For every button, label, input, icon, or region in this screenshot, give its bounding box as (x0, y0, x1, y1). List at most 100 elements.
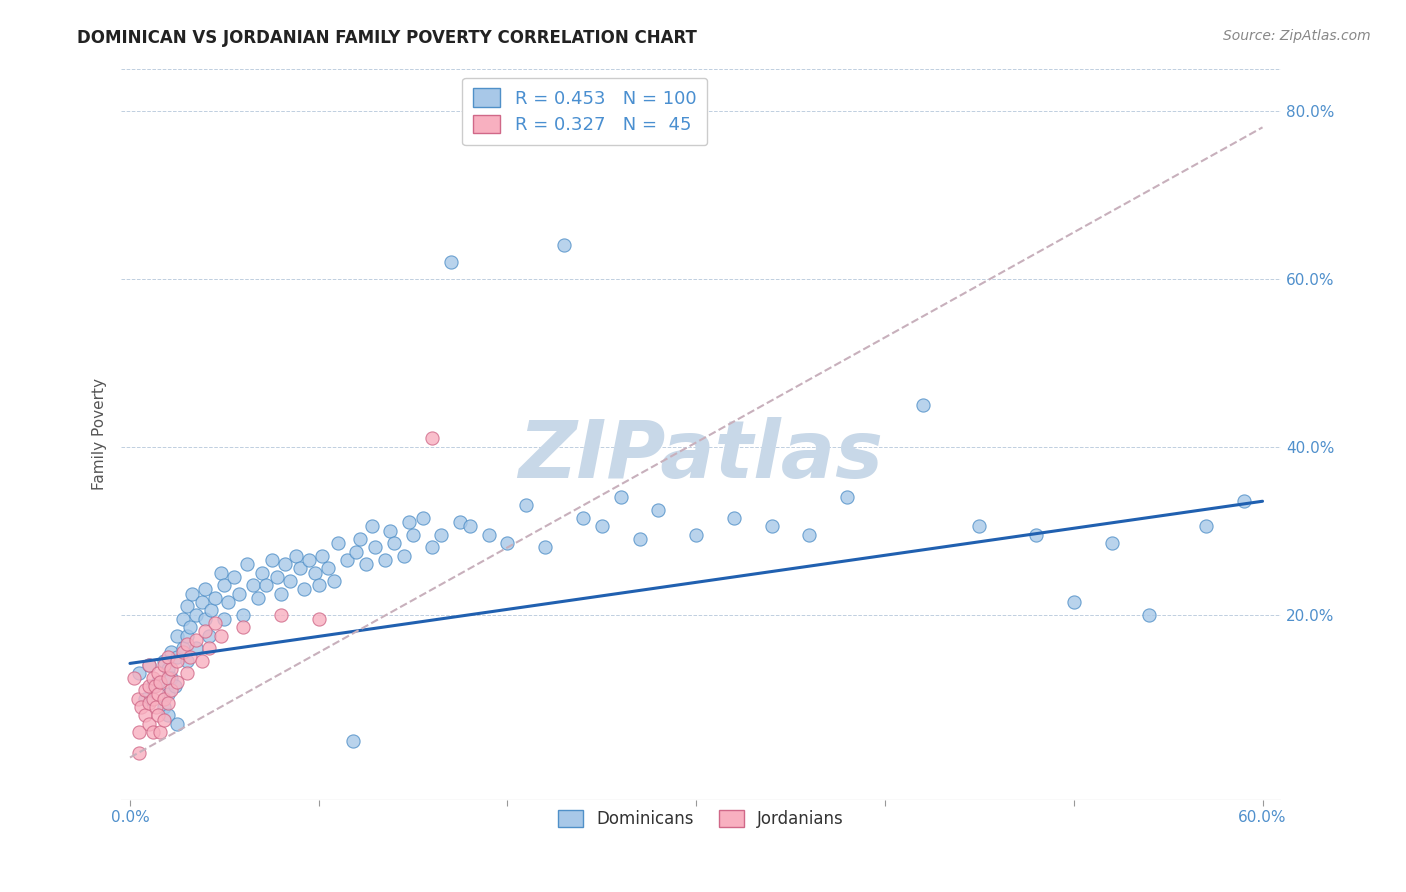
Point (628, 532, 651, 546)
Point (134, 708, 156, 723)
Point (184, 632, 207, 647)
Point (198, 641, 221, 656)
Point (179, 620, 201, 634)
Point (153, 658, 176, 673)
Point (374, 553, 396, 567)
Point (172, 641, 194, 656)
Point (217, 595, 239, 609)
Point (142, 679, 165, 693)
Point (553, 238, 575, 252)
Point (1063, 595, 1085, 609)
Point (232, 607, 254, 622)
Point (837, 490, 859, 504)
Point (222, 570, 245, 584)
Point (160, 683, 183, 698)
Point (496, 536, 519, 550)
Point (156, 649, 179, 664)
Point (799, 528, 821, 542)
Point (591, 519, 613, 533)
Point (190, 595, 212, 609)
Point (1233, 494, 1256, 508)
Point (342, 733, 364, 747)
Point (354, 558, 377, 572)
Point (156, 708, 179, 723)
Point (156, 696, 179, 710)
Point (304, 566, 326, 580)
Point (148, 674, 170, 689)
Point (609, 490, 631, 504)
Point (308, 612, 330, 626)
Point (911, 398, 934, 412)
Point (142, 691, 165, 706)
Point (194, 612, 217, 626)
Point (311, 549, 333, 563)
Point (647, 502, 669, 516)
Point (176, 666, 198, 681)
Point (153, 691, 176, 706)
Point (184, 607, 207, 622)
Legend: Dominicans, Jordanians: Dominicans, Jordanians (551, 804, 851, 835)
Point (266, 570, 288, 584)
Point (204, 591, 226, 605)
Point (200, 603, 222, 617)
Point (166, 654, 188, 668)
Point (430, 528, 453, 542)
Point (209, 629, 232, 643)
Point (160, 645, 183, 659)
Point (166, 649, 188, 664)
Text: Source: ZipAtlas.com: Source: ZipAtlas.com (1223, 29, 1371, 43)
Point (360, 519, 382, 533)
Point (160, 662, 183, 676)
Point (1137, 607, 1160, 622)
Point (232, 620, 254, 634)
Point (254, 578, 277, 592)
Point (153, 713, 176, 727)
Point (127, 691, 149, 706)
Point (1025, 528, 1047, 542)
Point (478, 528, 501, 542)
Y-axis label: Family Poverty: Family Poverty (93, 378, 107, 490)
Point (270, 607, 292, 622)
Point (153, 654, 176, 668)
Point (458, 519, 481, 533)
Point (274, 558, 297, 572)
Point (412, 511, 434, 525)
Point (382, 536, 405, 550)
Point (969, 519, 991, 533)
Point (228, 587, 250, 601)
Point (153, 700, 176, 714)
Point (138, 717, 160, 731)
Point (145, 700, 167, 714)
Point (285, 549, 308, 563)
Point (209, 566, 232, 580)
Point (260, 553, 283, 567)
Point (176, 599, 198, 614)
Point (250, 566, 273, 580)
Point (194, 624, 217, 639)
Point (364, 541, 387, 555)
Point (204, 616, 226, 631)
Point (148, 708, 170, 723)
Point (176, 637, 198, 651)
Point (392, 549, 415, 563)
Point (420, 541, 443, 555)
Point (176, 629, 198, 643)
Point (316, 561, 339, 575)
Point (247, 591, 270, 605)
Point (515, 499, 537, 513)
Point (326, 536, 349, 550)
Point (346, 544, 368, 558)
Point (165, 679, 187, 693)
Point (402, 528, 425, 542)
Point (134, 691, 156, 706)
Point (134, 683, 156, 698)
Point (270, 587, 292, 601)
Point (149, 674, 172, 689)
Point (128, 725, 150, 739)
Point (398, 515, 420, 529)
Text: ZIPatlas: ZIPatlas (519, 417, 883, 495)
Point (179, 649, 201, 664)
Point (349, 532, 371, 546)
Point (143, 679, 166, 693)
Point (172, 612, 194, 626)
